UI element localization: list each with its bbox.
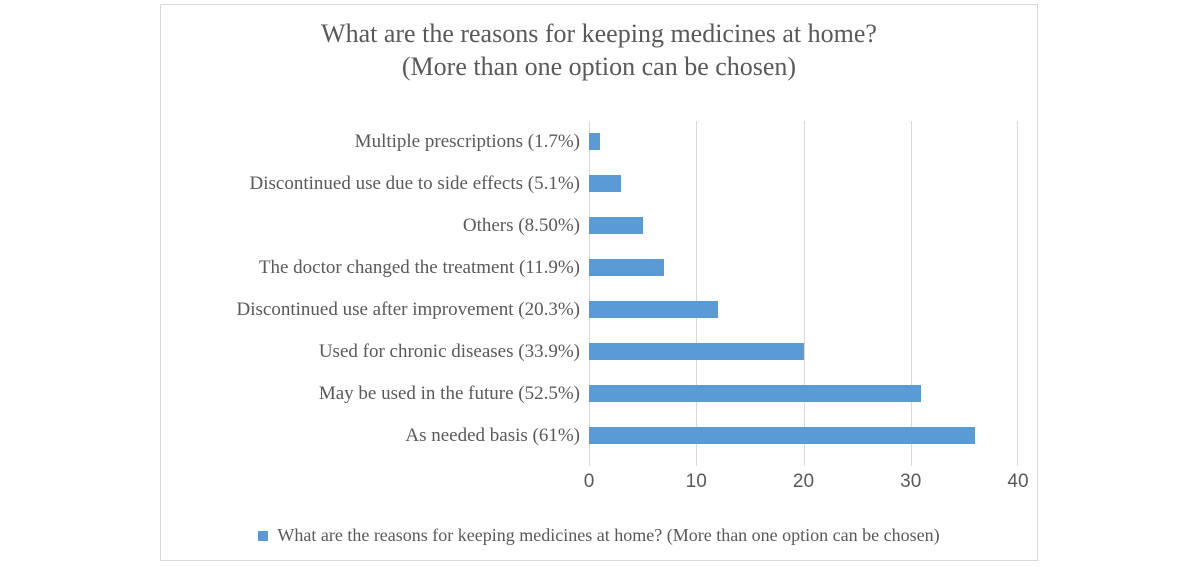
tick-mark (803, 457, 805, 466)
bar (589, 301, 718, 318)
tick-mark (910, 457, 912, 466)
bar (589, 259, 665, 276)
bar-row (589, 121, 1018, 163)
legend: What are the reasons for keeping medicin… (161, 525, 1037, 546)
bar-row (589, 247, 1018, 289)
gridline (910, 121, 912, 457)
tick-mark (696, 457, 698, 466)
gridline (803, 121, 805, 457)
bar-row (589, 289, 1018, 331)
x-axis: 0 10 20 30 40 (584, 471, 1029, 495)
x-tick-label: 0 (583, 471, 595, 492)
bar (589, 175, 622, 192)
chart-title-line2: (More than one option can be chosen) (401, 52, 797, 81)
bar (589, 343, 804, 360)
bar-row (589, 205, 1018, 247)
category-label: Multiple prescriptions (1.7%) (354, 131, 580, 152)
x-tick-label: 20 (792, 471, 815, 492)
category-label: The doctor changed the treatment (11.9%) (258, 257, 580, 278)
bar (589, 133, 600, 150)
x-tick-label: 40 (1007, 471, 1029, 492)
bar (589, 427, 976, 444)
bar-row (589, 331, 1018, 373)
gridline (589, 121, 590, 457)
bar-row (589, 163, 1018, 205)
chart-title-line1: What are the reasons for keeping medicin… (321, 19, 877, 48)
bar (589, 385, 922, 402)
category-axis: Multiple prescriptions (1.7%) Discontinue… (161, 121, 580, 457)
gridline (696, 121, 698, 457)
legend-swatch-icon (258, 530, 269, 541)
tick-mark (1017, 457, 1018, 466)
x-tick-label: 30 (900, 471, 922, 492)
category-label: Used for chronic diseases (33.9%) (318, 341, 580, 362)
gridline (1017, 121, 1018, 457)
category-label: Discontinued use due to side effects (5.… (249, 173, 580, 194)
category-label: Discontinued use after improvement (20.3… (236, 299, 580, 320)
x-tick-label: 10 (685, 471, 707, 492)
category-label: As needed basis (61%) (405, 425, 580, 446)
tick-mark (589, 457, 590, 466)
category-label: May be used in the future (52.5%) (318, 383, 580, 404)
x-axis-tick-marks (589, 457, 1018, 466)
category-label: Others (8.50%) (462, 215, 580, 236)
bar-row (589, 373, 1018, 415)
bar (589, 217, 643, 234)
plot-area (589, 121, 1018, 457)
legend-label: What are the reasons for keeping medicin… (277, 525, 940, 545)
bar-row (589, 415, 1018, 457)
chart-frame: What are the reasons for keeping medicin… (160, 4, 1038, 561)
chart-title: What are the reasons for keeping medicin… (161, 17, 1037, 83)
